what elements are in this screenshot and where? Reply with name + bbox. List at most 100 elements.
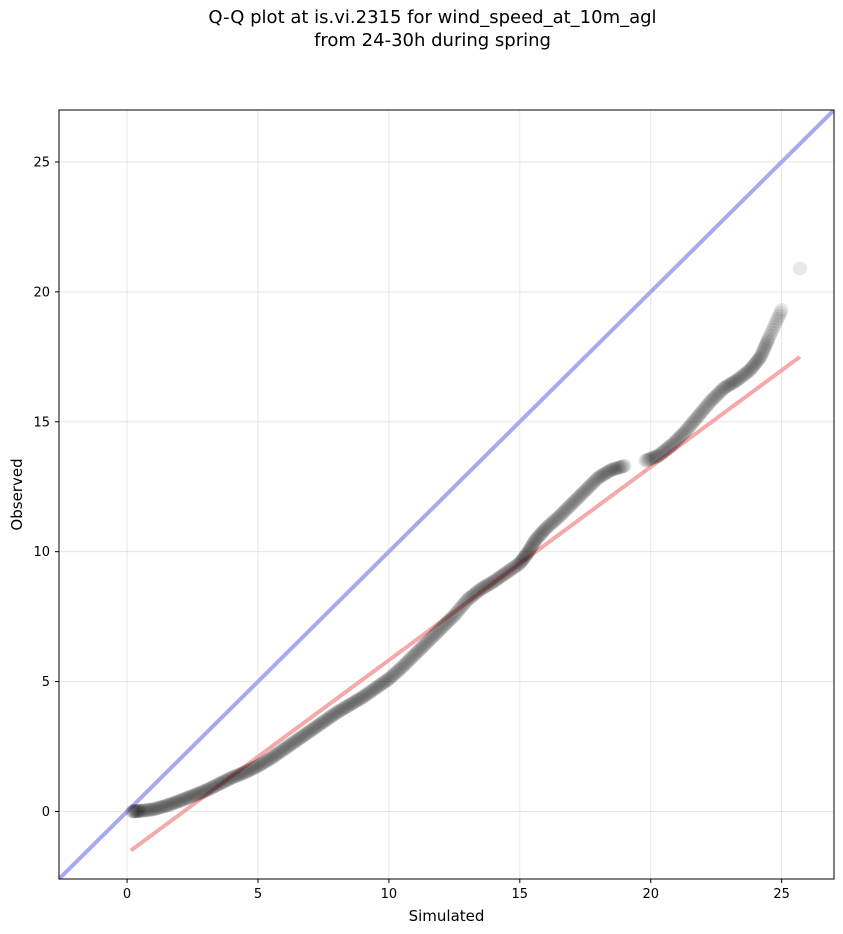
qq-point (641, 452, 656, 467)
y-axis-label: Observed (8, 458, 26, 530)
qq-point (470, 584, 485, 599)
qq-point (554, 506, 569, 521)
qq-point (707, 390, 722, 405)
qq-point (553, 508, 568, 523)
qq-point (273, 744, 288, 759)
qq-point (692, 408, 707, 423)
qq-point (277, 742, 292, 757)
qq-point (499, 565, 514, 580)
qq-point (330, 704, 345, 719)
qq-point (173, 793, 188, 808)
grid (59, 110, 834, 879)
qq-point (616, 459, 631, 474)
qq-point (474, 581, 489, 596)
qq-point (478, 579, 493, 594)
qq-point (305, 722, 320, 737)
qq-point (230, 768, 245, 783)
qq-point (288, 733, 303, 748)
qq-point (659, 442, 674, 457)
qq-point (764, 325, 779, 340)
qq-point (196, 784, 211, 799)
qq-point (444, 610, 459, 625)
qq-point (558, 503, 573, 518)
qq-point (480, 578, 495, 593)
qq-point (758, 338, 773, 353)
qq-point (312, 717, 327, 732)
qq-point (290, 733, 305, 748)
qq-point (688, 412, 703, 427)
qq-point (381, 671, 396, 686)
qq-point (432, 622, 447, 637)
qq-point (739, 365, 754, 380)
qq-point (686, 414, 701, 429)
qq-point (570, 491, 585, 506)
qq-point (502, 563, 517, 578)
qq-point (418, 636, 433, 651)
qq-point (159, 798, 174, 813)
qq-point (651, 448, 666, 463)
qq-point (745, 360, 760, 375)
qq-point (257, 755, 272, 770)
qq-point (383, 670, 398, 685)
qq-point (562, 499, 577, 514)
qq-point (736, 367, 751, 382)
qq-point (357, 689, 372, 704)
axis-ticks: 0 5 10 15 20 25 0 5 10 15 20 25 (33, 155, 789, 902)
qq-point (584, 477, 599, 492)
qq-point (188, 787, 203, 802)
qq-point (127, 804, 142, 819)
qq-point (315, 715, 330, 730)
qq-point (491, 570, 506, 585)
x-tick-label: 25 (773, 887, 790, 902)
qq-point (244, 762, 259, 777)
qq-point (422, 632, 437, 647)
qq-point (292, 731, 307, 746)
qq-point (143, 802, 158, 817)
qq-point (164, 796, 179, 811)
qq-point (240, 764, 255, 779)
qq-point (638, 453, 653, 468)
qq-point (718, 380, 733, 395)
qq-point (400, 655, 415, 670)
data-points (125, 261, 807, 819)
qq-point (281, 739, 296, 754)
qq-point (447, 608, 462, 623)
qq-point (340, 699, 355, 714)
qq-point (709, 388, 724, 403)
qq-point (617, 458, 632, 473)
qq-point (734, 370, 749, 385)
qq-point (723, 377, 738, 392)
qq-point (199, 783, 214, 798)
qq-point (727, 374, 742, 389)
qq-point (372, 678, 387, 693)
qq-point (261, 752, 276, 767)
qq-point (575, 486, 590, 501)
qq-point (757, 340, 772, 355)
qq-point (766, 320, 781, 335)
qq-point (583, 478, 598, 493)
qq-point (379, 673, 394, 688)
qq-point (253, 757, 268, 772)
qq-point (151, 800, 166, 815)
qq-point (534, 525, 549, 540)
qq-point (451, 603, 466, 618)
qq-point (671, 431, 686, 446)
qq-point (519, 546, 534, 561)
qq-point (563, 497, 578, 512)
qq-point (689, 411, 704, 426)
qq-point (222, 771, 237, 786)
qq-point (206, 779, 221, 794)
qq-point (578, 483, 593, 498)
qq-point (579, 482, 594, 497)
qq-point (388, 666, 403, 681)
qq-point (490, 571, 505, 586)
qq-point (533, 527, 548, 542)
qq-point (770, 311, 785, 326)
qq-point (681, 420, 696, 435)
qq-point (248, 760, 263, 775)
qq-point (514, 554, 529, 569)
qq-point (158, 799, 173, 814)
qq-point (515, 552, 530, 567)
qq-point (530, 530, 545, 545)
qq-point (377, 674, 392, 689)
